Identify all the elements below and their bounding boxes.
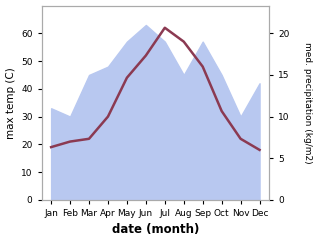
Y-axis label: max temp (C): max temp (C) xyxy=(5,67,16,139)
Y-axis label: med. precipitation (kg/m2): med. precipitation (kg/m2) xyxy=(303,42,313,164)
X-axis label: date (month): date (month) xyxy=(112,223,199,236)
